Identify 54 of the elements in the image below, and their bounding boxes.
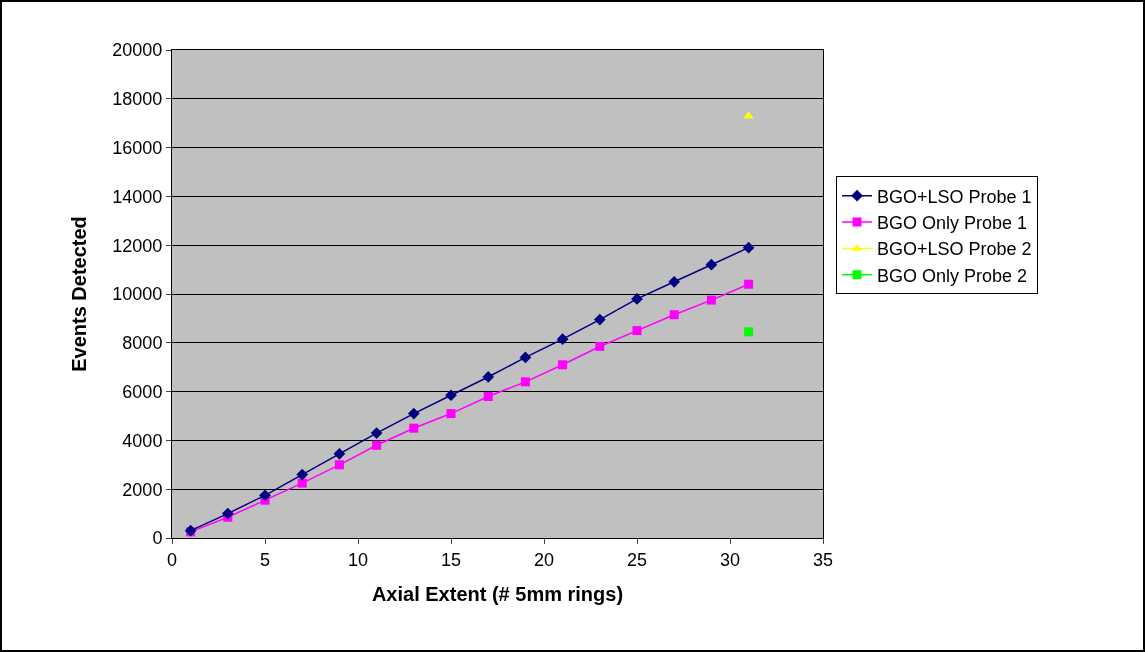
x-tick-label: 10 — [347, 549, 369, 570]
y-tick-label: 6000 — [122, 381, 163, 402]
point — [370, 427, 383, 439]
y-tick-label: 18000 — [112, 89, 163, 110]
point — [221, 507, 234, 520]
legend-label: BGO+LSO Probe 2 — [877, 239, 1032, 260]
point — [668, 275, 681, 288]
point — [744, 327, 754, 337]
y-tick-label: 8000 — [122, 333, 163, 354]
x-tick-label: 30 — [719, 549, 741, 570]
point — [297, 478, 307, 488]
y-tick-label: 12000 — [112, 235, 163, 256]
y-axis-title: Events Detected — [67, 216, 90, 372]
point — [706, 295, 716, 305]
point — [519, 351, 532, 364]
x-tick-label: 25 — [626, 549, 648, 570]
point — [743, 111, 754, 119]
y-tick-label: 4000 — [122, 430, 163, 451]
point — [556, 333, 569, 345]
point — [482, 371, 495, 383]
point — [744, 279, 754, 289]
x-tick-label: 5 — [259, 549, 271, 570]
point — [407, 407, 420, 420]
legend-label: BGO Only Probe 1 — [877, 213, 1028, 234]
point — [446, 409, 456, 419]
x-tick-label: 35 — [812, 549, 834, 570]
point — [445, 389, 457, 402]
point — [558, 360, 568, 370]
y-tick-label: 16000 — [112, 137, 163, 158]
legend-label: BGO Only Probe 2 — [877, 265, 1028, 286]
point — [409, 423, 419, 433]
legend-label: BGO+LSO Probe 1 — [877, 186, 1032, 207]
point — [742, 241, 755, 254]
point — [372, 440, 382, 450]
point — [333, 447, 346, 460]
x-tick-label: 0 — [166, 549, 178, 570]
y-tick-label: 10000 — [112, 284, 163, 305]
point — [259, 489, 271, 502]
point — [520, 377, 530, 387]
point — [669, 310, 679, 320]
x-tick-label: 20 — [533, 549, 555, 570]
y-tick-label: 14000 — [112, 186, 163, 207]
y-tick-label: 0 — [152, 528, 163, 549]
x-axis-title: Axial Extent (# 5mm rings) — [371, 583, 624, 606]
y-tick-label: 20000 — [112, 40, 163, 61]
point — [593, 313, 606, 326]
x-tick-label: 15 — [440, 549, 462, 570]
point — [595, 341, 605, 351]
point — [705, 258, 718, 271]
point — [334, 460, 344, 470]
y-tick-label: 2000 — [122, 479, 163, 500]
point — [296, 468, 309, 481]
point — [483, 391, 493, 401]
point — [632, 326, 642, 336]
